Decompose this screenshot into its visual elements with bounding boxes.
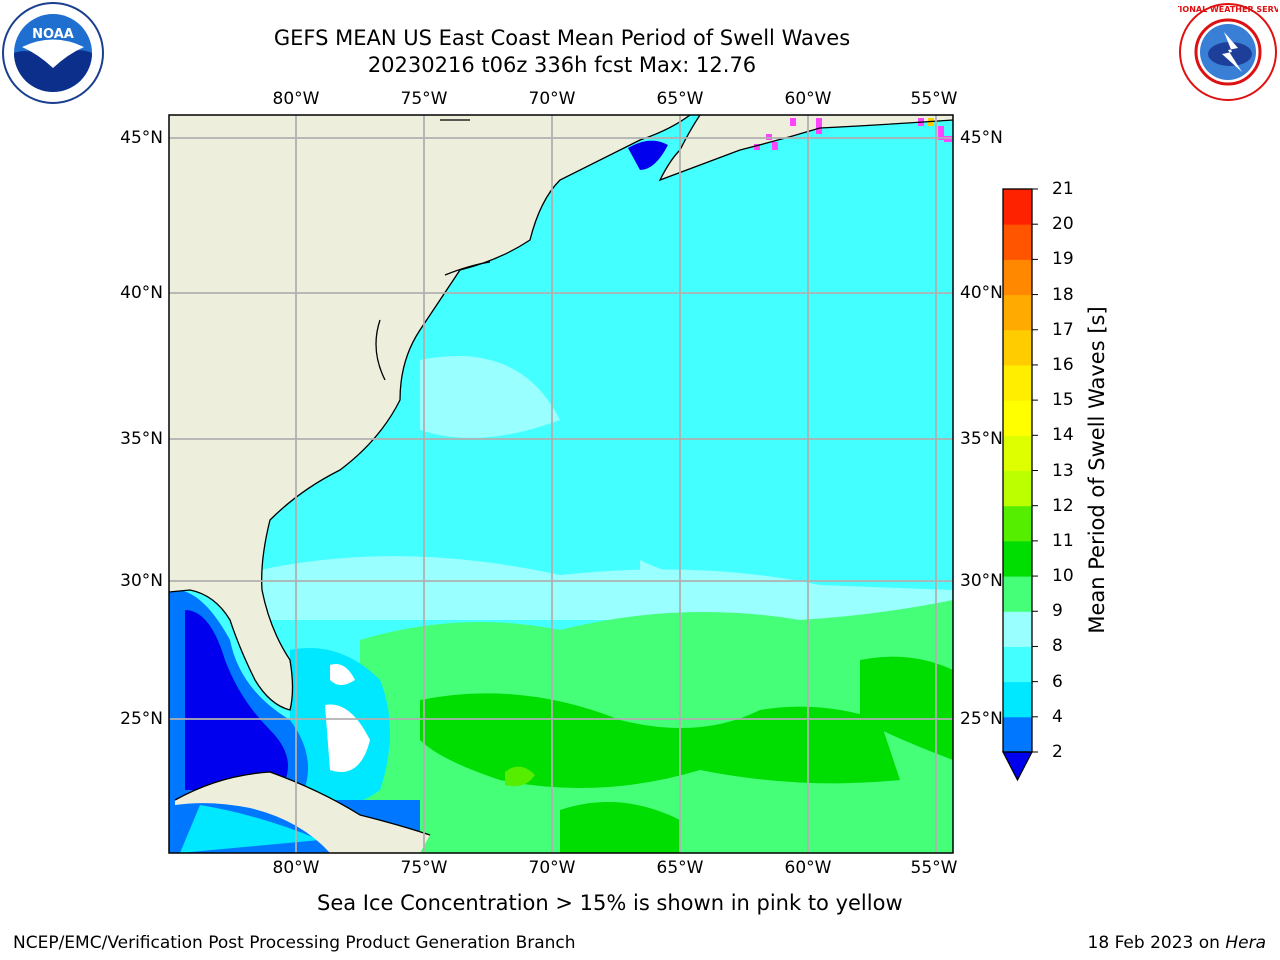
colorbar-segment [1003,364,1032,401]
noaa-logo-text: NOAA [32,27,74,42]
colorbar-tick-label: 11 [1052,530,1074,551]
nws-logo-text: NATIONAL WEATHER SERVICE [1178,5,1278,14]
lat-label-right: 40°N [960,283,1003,303]
map-frame [168,114,954,854]
colorbar-segment [1003,470,1032,507]
footer-credit: NCEP/EMC/Verification Post Processing Pr… [13,933,576,953]
chart-title: GEFS MEAN US East Coast Mean Period of S… [273,26,851,50]
chart-subtitle: 20230216 t06z 336h fcst Max: 12.76 [367,53,757,77]
colorbar-tick-label: 15 [1052,390,1074,411]
lon-label-top: 75°W [400,89,448,109]
lon-label-top: 70°W [528,89,576,109]
lon-label-top: 80°W [272,89,320,109]
lon-label-bottom: 70°W [528,858,576,878]
colorbar-segment [1003,646,1032,683]
colorbar-tick-label: 20 [1052,214,1074,235]
colorbar-segment [1003,435,1032,471]
footer-date-text: 18 Feb 2023 on [1087,933,1226,953]
lon-label-bottom: 75°W [400,858,448,878]
lon-label-bottom: 60°W [784,858,832,878]
colorbar-tick-label: 8 [1052,636,1063,657]
colorbar-tick-label: 21 [1052,179,1074,199]
colorbar-tick-label: 18 [1052,284,1074,305]
colorbar-segment [1003,576,1032,612]
colorbar-segment [1003,189,1032,225]
colorbar-tick-label: 13 [1052,460,1074,481]
colorbar-segment [1003,505,1032,542]
lon-label-top: 55°W [910,89,958,109]
colorbar-tick-label: 16 [1052,354,1074,375]
colorbar-tick-label: 19 [1052,249,1074,270]
colorbar-segment [1003,294,1032,331]
lat-label-left: 45°N [120,128,163,148]
lat-label-right: 25°N [960,709,1003,729]
lat-label-left: 30°N [120,571,163,591]
colorbar-tick-label: 14 [1052,425,1074,446]
lon-label-bottom: 55°W [910,858,958,878]
colorbar-segment [1003,224,1032,260]
colorbar-tick-label: 2 [1052,742,1063,762]
colorbar-segment [1003,611,1032,647]
colorbar-segment [1003,400,1032,436]
colorbar-tick-label: 12 [1052,495,1074,516]
colorbar-tick-label: 6 [1052,671,1063,692]
colorbar-tick-label: 10 [1052,566,1074,587]
colorbar-label: Mean Period of Swell Waves [s] [1085,306,1109,634]
lat-label-left: 35°N [120,429,163,449]
noaa-logo: NOAA [2,2,104,104]
colorbar-segment [1003,716,1032,753]
colorbar-segment [1003,329,1032,366]
colorbar-frame [1002,188,1033,753]
map-gridlines [169,115,953,853]
colorbar-under-triangle [1002,751,1033,782]
lon-label-bottom: 65°W [656,858,704,878]
colorbar-tick-label: 9 [1052,601,1063,622]
colorbar-tick-label: 17 [1052,319,1074,340]
lat-label-right: 30°N [960,571,1003,591]
footer-machine: Hera [1225,933,1266,953]
map-field [169,115,953,853]
colorbar-segment [1003,540,1032,577]
lat-label-left: 25°N [120,709,163,729]
colorbar-segment [1003,681,1032,718]
lon-label-bottom: 80°W [272,858,320,878]
lat-label-right: 35°N [960,429,1003,449]
colorbar-tick-label: 4 [1052,706,1063,727]
lat-label-right: 45°N [960,128,1003,148]
lon-label-top: 60°W [784,89,832,109]
footer-date: 18 Feb 2023 on Hera [1088,933,1266,953]
lat-label-left: 40°N [120,283,163,303]
lon-label-top: 65°W [656,89,704,109]
sea-ice-note: Sea Ice Concentration > 15% is shown in … [317,891,903,915]
nws-logo: NATIONAL WEATHER SERVICE [1178,3,1278,101]
colorbar-segment [1003,259,1032,296]
